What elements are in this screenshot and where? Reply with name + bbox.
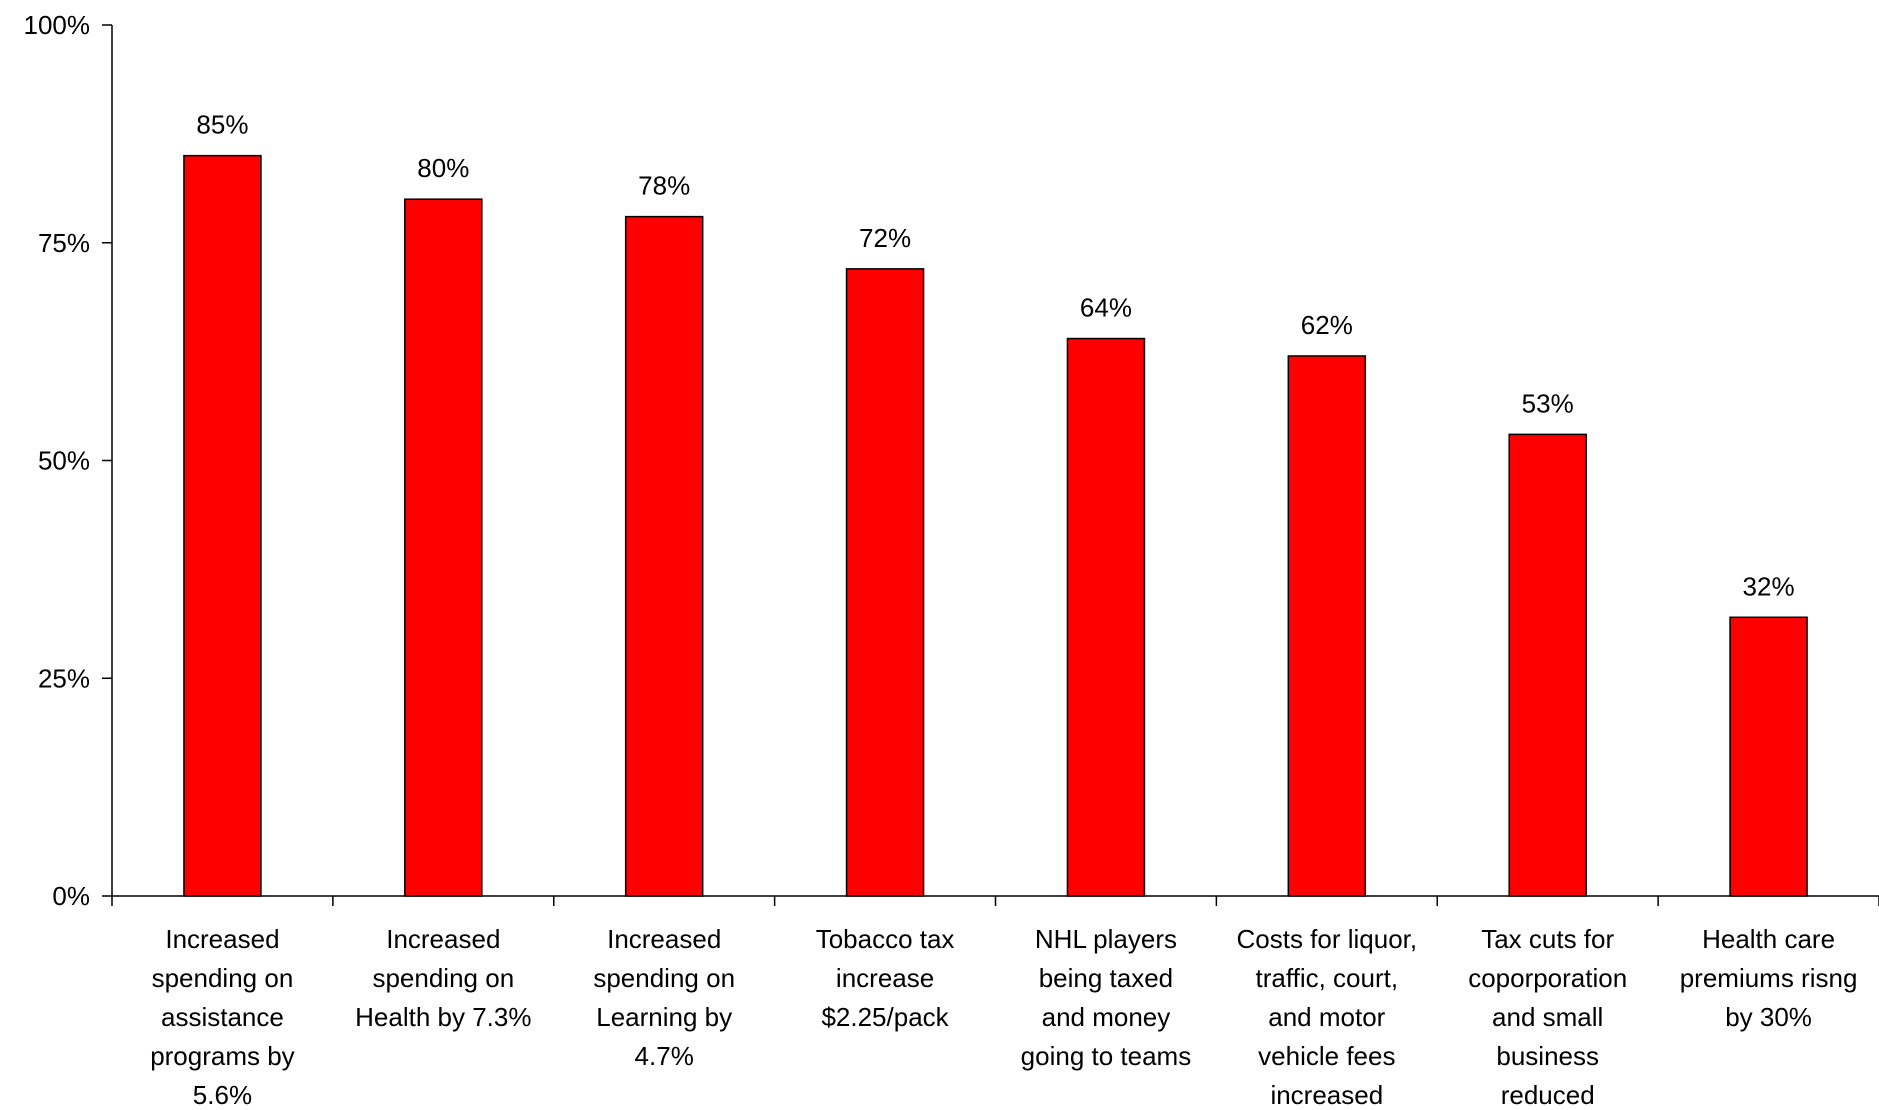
data-label: 53% [1522, 388, 1574, 418]
data-label: 62% [1301, 310, 1353, 340]
bar [1287, 355, 1367, 897]
y-tick-label: 50% [38, 446, 90, 476]
bar [1508, 433, 1587, 897]
bar [1066, 337, 1146, 897]
data-label: 72% [859, 223, 911, 253]
data-label: 32% [1743, 571, 1795, 601]
data-label: 80% [417, 153, 469, 183]
category-label: Tobacco tax increase $2.25/pack [816, 924, 955, 1032]
y-tick-label: 75% [38, 228, 90, 258]
bar [845, 268, 925, 897]
bar [183, 154, 262, 897]
y-tick-label: 100% [24, 10, 91, 40]
y-axis: 0% 25% 50% 75% 100% [24, 10, 113, 911]
category-label: Increased spending on Health by 7.3% [355, 924, 531, 1032]
data-label: 78% [638, 171, 690, 201]
data-label: 64% [1080, 293, 1132, 323]
bars [183, 154, 1808, 897]
category-label: NHL players being taxed and money going to … [1021, 924, 1192, 1071]
category-label: Increased spending on Learning by 4.7% [593, 924, 735, 1071]
x-axis [111, 895, 1879, 906]
category-label: Tax cuts for coporporation and small busine… [1468, 924, 1627, 1110]
category-label: Costs for liquor, traffic, court, and moto… [1236, 924, 1417, 1110]
data-labels: 85% 80% 78% 72% 64% 62% 53% 32% [196, 110, 1794, 602]
y-tick-label: 0% [52, 881, 90, 911]
y-tick-label: 25% [38, 663, 90, 693]
category-labels: Increased spending on assistance programs b… [150, 924, 1857, 1110]
bar [404, 198, 483, 897]
category-label: Increased spending on assistance programs b… [150, 924, 295, 1110]
bar [624, 215, 704, 897]
bar [1729, 616, 1808, 897]
category-label: Health care premiums risng by 30% [1680, 924, 1858, 1032]
data-label: 85% [196, 110, 248, 140]
